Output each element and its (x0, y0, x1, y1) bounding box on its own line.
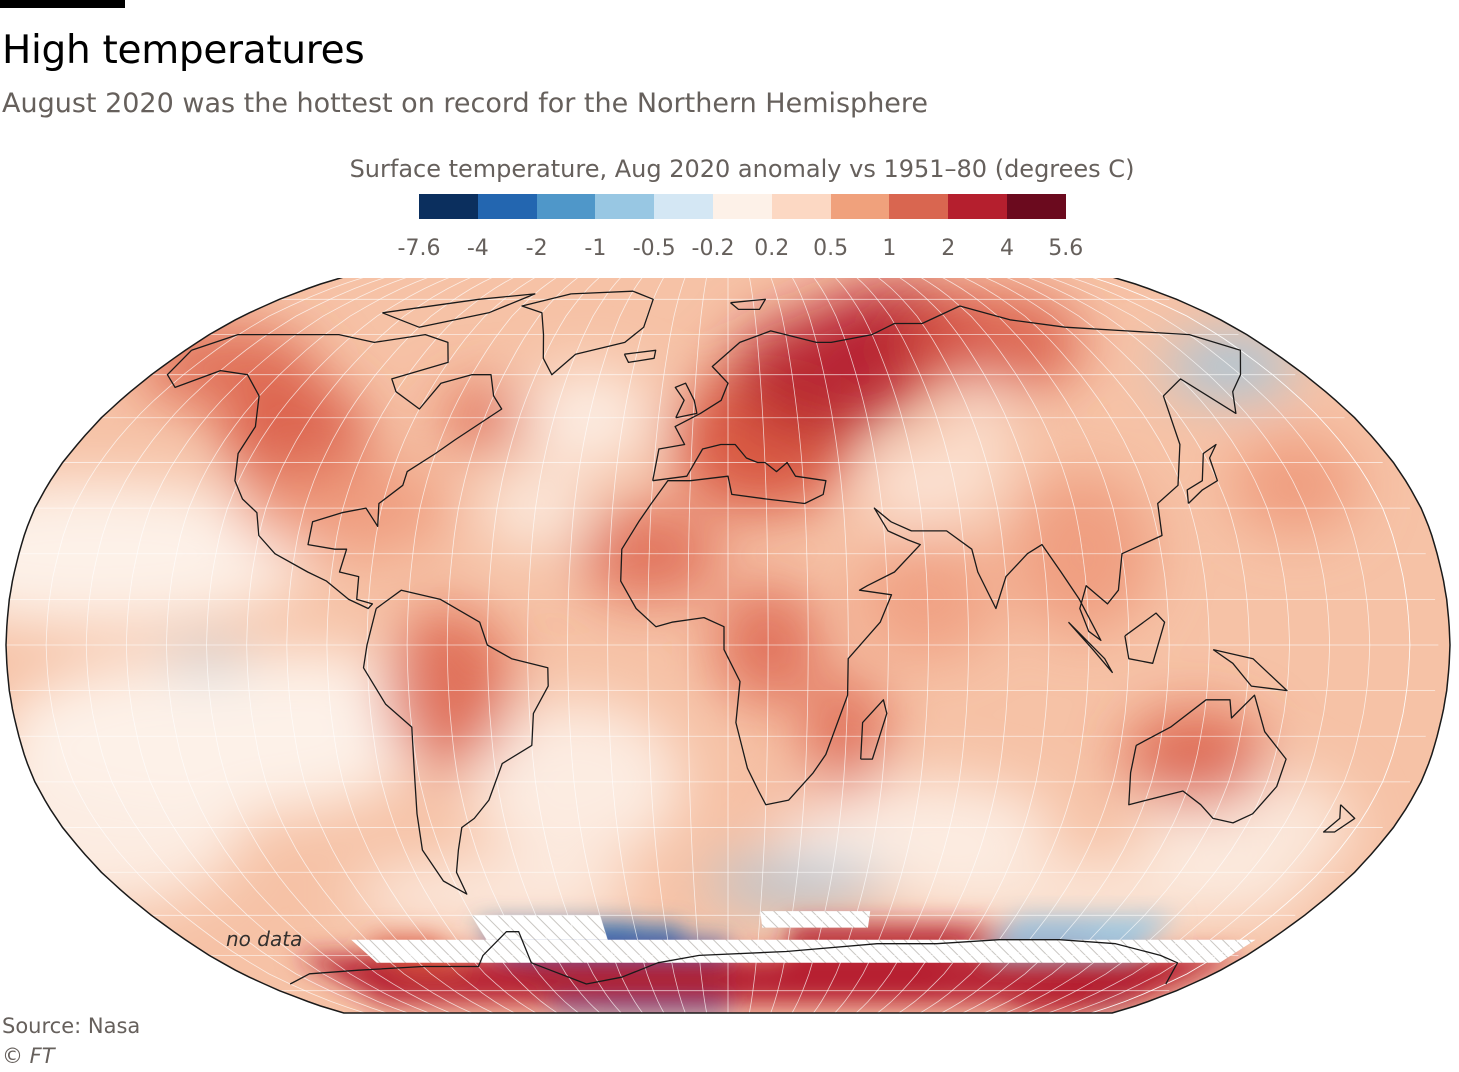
coastline-new-zealand (1322, 804, 1356, 833)
anomaly-blob (741, 792, 829, 817)
legend-swatch-3 (595, 194, 655, 219)
legend-tick-label: -1 (584, 236, 607, 261)
legend-tick-labels: -7.6 -4 -2 -1 -0.5 -0.2 0.2 0.5 1 2 4 5.6 (0, 236, 1459, 266)
coastline-sumatra (1068, 621, 1113, 674)
globe-outline (5, 278, 1451, 1014)
coastline-antarctica (289, 931, 1179, 985)
legend-swatch-5 (712, 194, 772, 219)
legend-swatch-10 (1006, 194, 1066, 219)
coastline-greenland (521, 290, 654, 376)
coastline-svalbard (730, 298, 767, 311)
legend-tick-label: 0.5 (813, 236, 849, 261)
legend-swatch-0 (419, 194, 478, 219)
legend-swatch-8 (889, 194, 949, 219)
legend-tick-label: -4 (466, 236, 489, 261)
coastline-north-america (166, 333, 503, 610)
legend-tick-label: -7.6 (397, 236, 441, 261)
no-data-hatch (471, 915, 608, 940)
legend-tick-label: 2 (941, 236, 956, 261)
legend-tick-label: 0.2 (754, 236, 790, 261)
legend-tick-label: 4 (1000, 236, 1014, 261)
coastline-eurasia-africa (620, 305, 1242, 806)
legend-swatch-6 (771, 194, 831, 219)
header-accent-bar (0, 0, 125, 8)
coastline-new-guinea (1212, 648, 1288, 692)
coastline-uk (674, 382, 698, 419)
no-data-hatch (760, 911, 871, 928)
color-scale-legend (419, 194, 1066, 219)
coastline-australia (1128, 694, 1287, 824)
legend-swatch-7 (830, 194, 890, 219)
coastline-madagascar (860, 699, 888, 760)
coastline-arctic-islands (382, 293, 536, 328)
coastline-iceland (623, 349, 657, 364)
legend-swatch-2 (536, 194, 596, 219)
legend-title: Surface temperature, Aug 2020 anomaly vs… (349, 155, 1135, 183)
world-temperature-anomaly-map: no data (5, 278, 1451, 1014)
copyright-note: © FT (2, 1044, 55, 1068)
source-note: Source: Nasa (2, 1014, 141, 1038)
legend-swatch-1 (477, 194, 537, 219)
no-data-label: no data (226, 927, 302, 951)
coastline-south-america (362, 589, 549, 895)
legend-tick-label: 5.6 (1048, 236, 1084, 261)
legend-tick-label: 1 (882, 236, 897, 261)
legend-swatch-4 (654, 194, 713, 219)
coastlines (166, 290, 1356, 985)
chart-title: High temperatures (2, 28, 365, 73)
legend-tick-label: -2 (525, 236, 548, 261)
legend-tick-label: -0.2 (691, 236, 735, 261)
chart-subtitle: August 2020 was the hottest on record fo… (2, 88, 929, 119)
coastline-japan (1186, 443, 1219, 504)
legend-swatch-9 (948, 194, 1007, 219)
coastline-borneo (1124, 612, 1166, 664)
legend-tick-label: -0.5 (632, 236, 676, 261)
